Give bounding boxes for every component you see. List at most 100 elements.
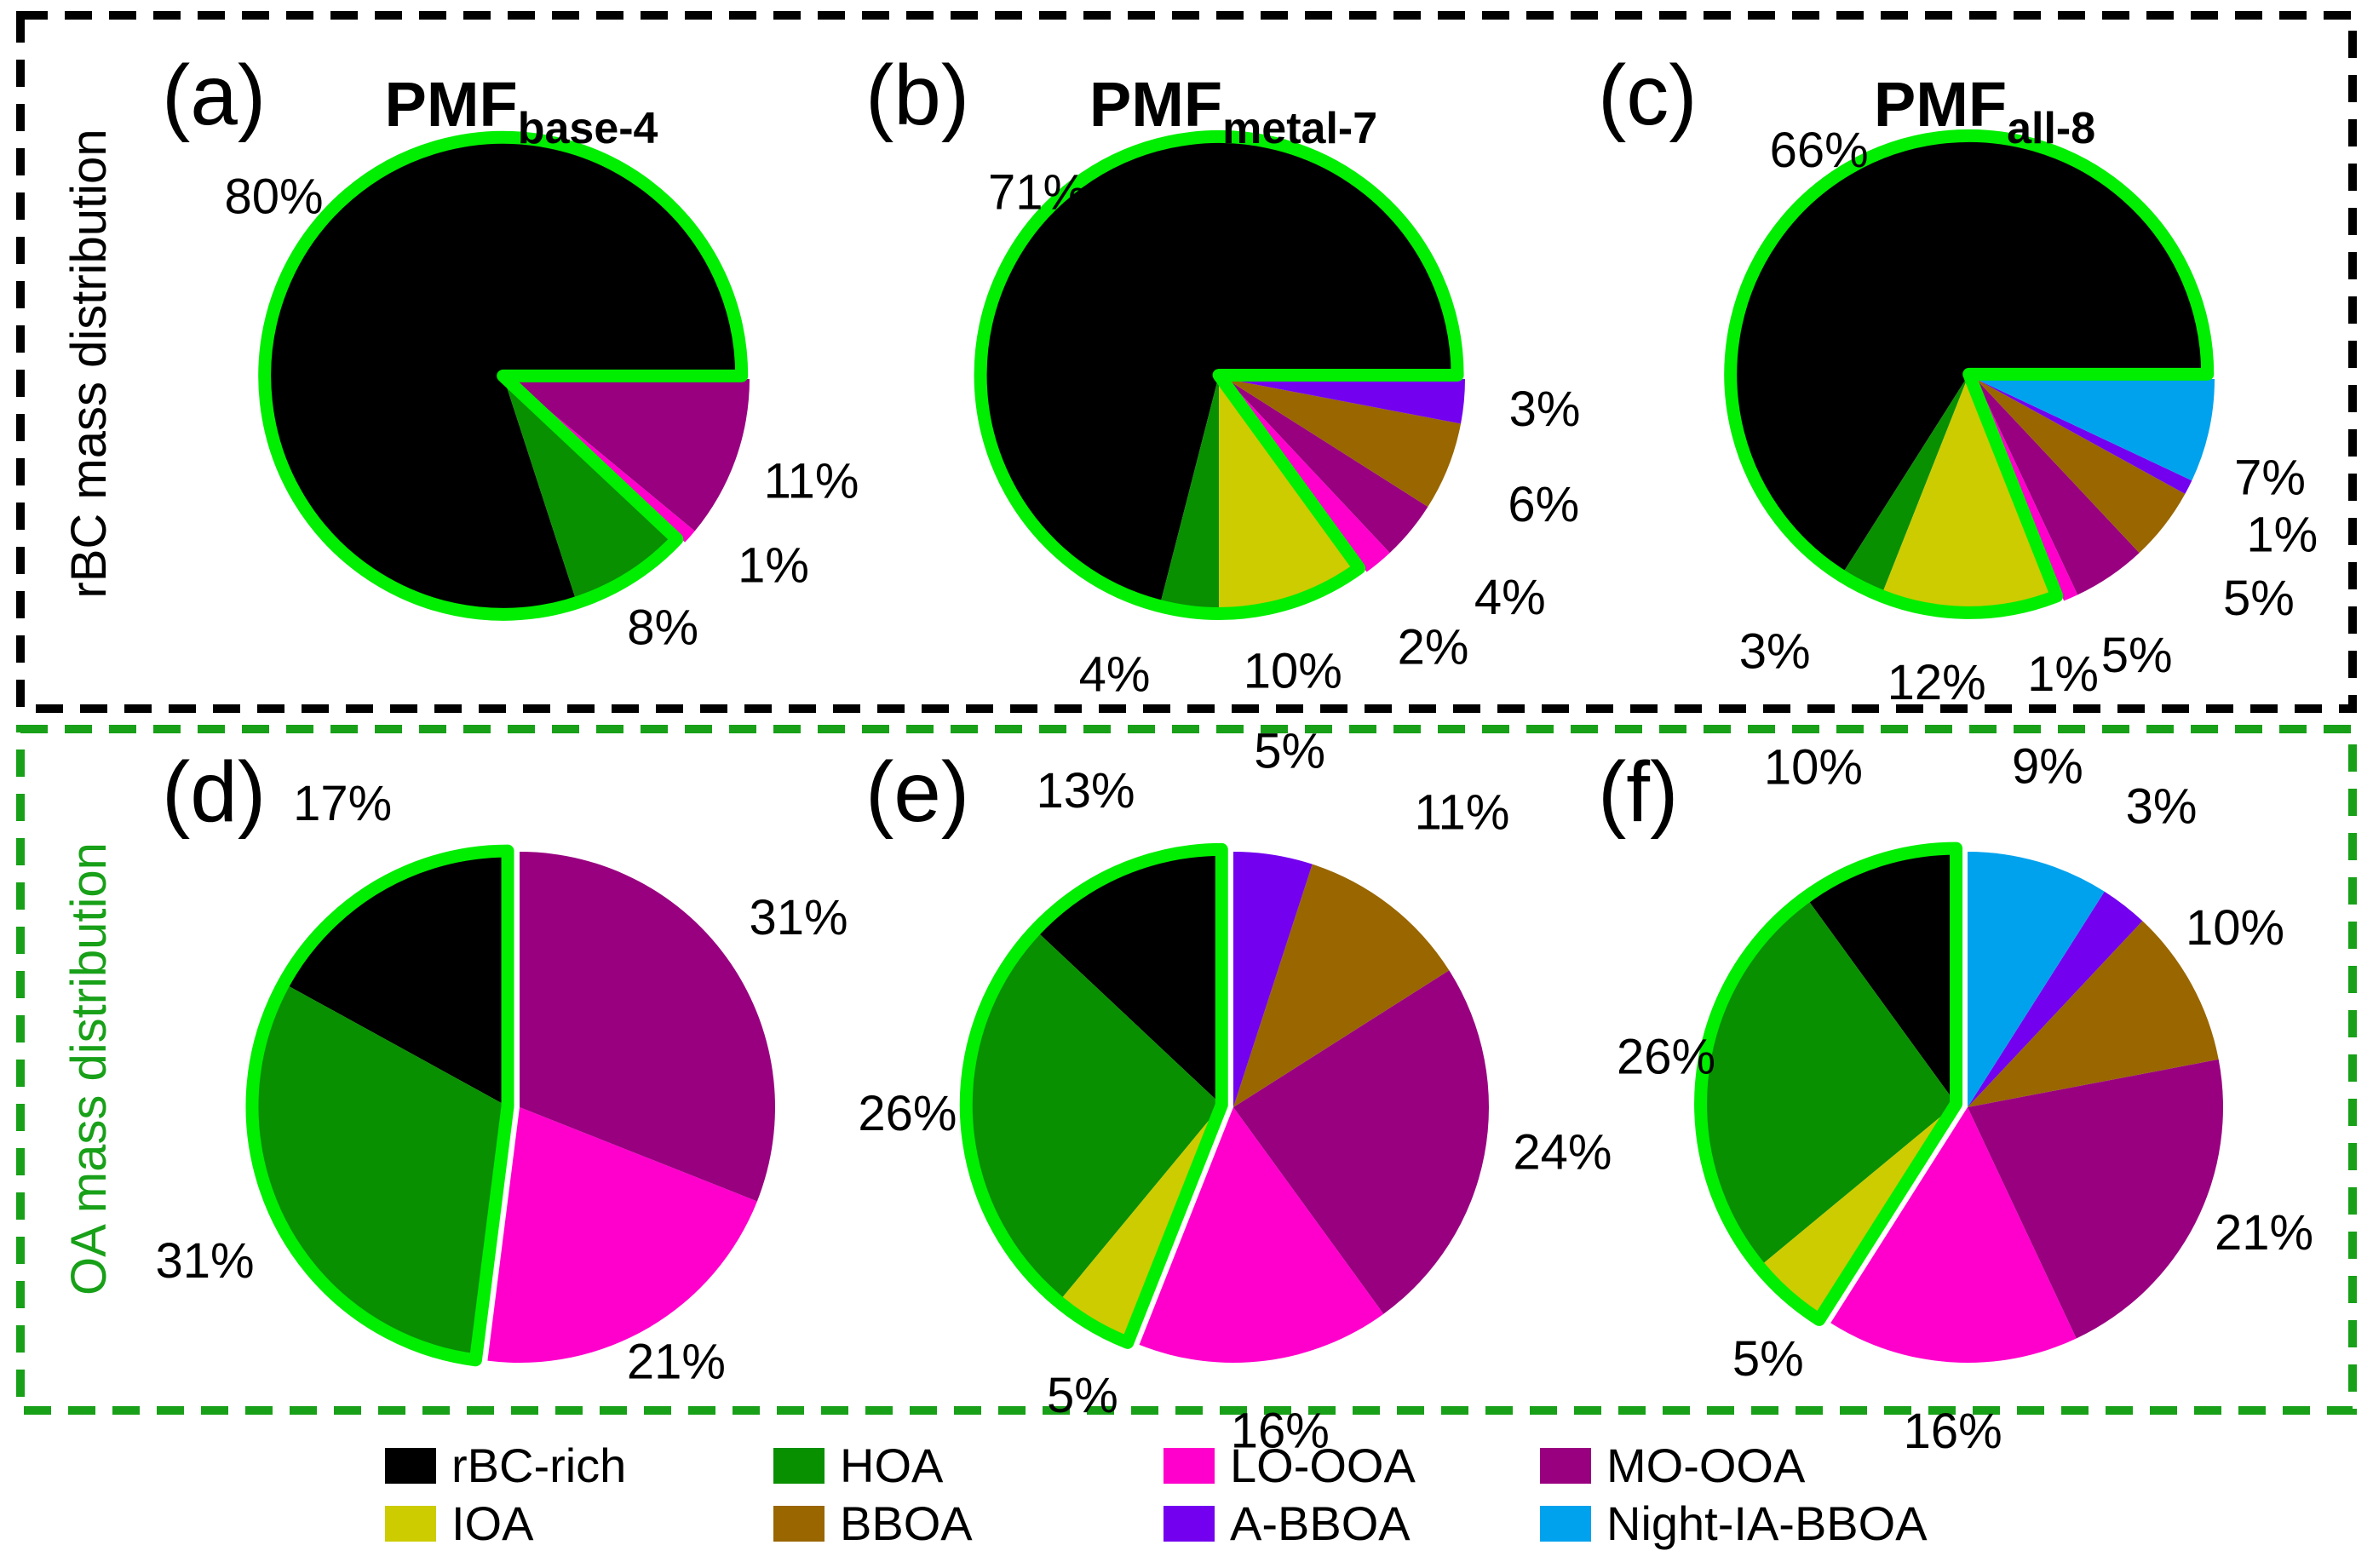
pie-c-pct-label-ioa: 12% <box>1887 655 1986 710</box>
pie-a-highlight-outline <box>258 130 749 621</box>
pie-e-pct-label-lo-ooa: 16% <box>1231 1404 1330 1459</box>
pie-b-slice-hoa <box>1159 375 1220 614</box>
pie-d-pct-label-rbc-rich: 17% <box>293 776 392 831</box>
pie-f-pct-label-rbc-rich: 10% <box>1764 740 1863 795</box>
panel-letter-d: (d) <box>162 744 267 840</box>
pie-title-main: PMF <box>384 69 518 140</box>
pie-f-pct-label-night-ia-bboa: 9% <box>2012 738 2083 794</box>
pie-b-slice-ioa <box>1219 375 1359 614</box>
pie-panel-d: 17% 31% 21% 31% <box>155 776 848 1390</box>
pie-title-subscript: metal-7 <box>1222 104 1378 153</box>
pie-e-slice-bboa <box>1233 864 1450 1107</box>
pie-e-slice-rbc-rich <box>1035 849 1222 1106</box>
pie-d-pct-label-mo-ooa: 31% <box>749 890 848 945</box>
panel-letter-f: (f) <box>1598 744 1679 840</box>
pie-b-slice-lo-ooa <box>1227 379 1390 572</box>
pie-f-pct-label-hoa: 26% <box>1617 1029 1715 1084</box>
pie-e-pct-label-ioa: 5% <box>1047 1368 1118 1423</box>
pie-a-pct-label-hoa: 8% <box>627 600 698 655</box>
pie-d-pct-label-lo-ooa: 21% <box>627 1335 726 1390</box>
pie-a-slice-hoa <box>503 376 677 603</box>
pie-c-slice-hoa <box>1841 374 1969 596</box>
pie-a-pct-label-rbc-rich: 80% <box>224 169 323 225</box>
pie-a-pct-label-mo-ooa: 11% <box>764 454 859 509</box>
pie-b-pct-label-rbc-rich: 71% <box>988 164 1087 220</box>
pie-c-pct-label-night-ia-bboa: 7% <box>2234 451 2306 506</box>
row-label-oa-mass-distribution: OA mass distribution <box>61 842 117 1295</box>
pie-c-pct-label-mo-ooa: 5% <box>2101 628 2173 683</box>
panel-letter-c: (c) <box>1598 48 1698 143</box>
pie-b-pct-label-ioa: 10% <box>1244 644 1342 699</box>
pie-e-slice-a-bboa <box>1233 852 1313 1107</box>
pie-title-all-8: PMFall-8 <box>1874 73 2095 152</box>
pie-title-subscript: base-4 <box>517 104 658 153</box>
pie-f-slice-rbc-rich <box>1806 848 1956 1105</box>
pie-panel-f: 10% 26% 5% 16% 21% 10% 3% 9% <box>1617 738 2313 1459</box>
pie-panel-b: 71%4% 10% 2%4%6%3% <box>974 129 1581 703</box>
pie-b-slice-a-bboa <box>1227 379 1465 424</box>
pie-c-highlight-outline <box>1724 129 2215 619</box>
pie-f-slice-a-bboa <box>1968 891 2143 1107</box>
oa-mass-distribution-box <box>16 725 2357 1415</box>
pie-c-slice-mo-ooa <box>1976 379 2140 595</box>
pie-f-slice-ioa <box>1759 1104 1956 1320</box>
pie-e-pct-label-rbc-rich: 13% <box>1037 763 1135 818</box>
pie-c-slice-a-bboa <box>1976 379 2192 494</box>
pie-c-pct-label-a-bboa: 1% <box>2246 508 2318 563</box>
pie-b-highlight-outline <box>974 129 1464 620</box>
pie-a-pct-label-lo-ooa: 1% <box>738 538 809 594</box>
pie-panel-e: 13% 26% 5% 16% 24% 11% 5% <box>858 724 1612 1459</box>
pie-f-pct-label-bboa: 10% <box>2186 900 2284 956</box>
pie-b-pct-label-hoa: 4% <box>1079 647 1151 703</box>
pie-f-highlight-outline <box>1694 841 1963 1326</box>
pie-a-slice-mo-ooa <box>511 379 750 531</box>
pie-b-pct-label-lo-ooa: 2% <box>1398 620 1469 675</box>
panel-letter-e: (e) <box>865 744 970 840</box>
pie-c-slice-lo-ooa <box>1976 379 2078 601</box>
pie-b-slice-bboa <box>1227 379 1462 508</box>
pie-f-pct-label-a-bboa: 3% <box>2126 779 2198 835</box>
pie-c-pct-label-bboa: 5% <box>2223 571 2295 626</box>
pie-title-base-4: PMFbase-4 <box>385 73 658 152</box>
pie-d-pct-label-hoa: 31% <box>155 1233 254 1289</box>
pie-title-metal-7: PMFmetal-7 <box>1089 73 1377 152</box>
pie-c-slice-ioa <box>1881 374 2057 613</box>
pie-f-pct-label-mo-ooa: 21% <box>2215 1205 2313 1261</box>
panel-letter-b: (b) <box>865 48 970 143</box>
panel-letter-a: (a) <box>162 48 267 143</box>
pie-b-pct-label-mo-ooa: 4% <box>1474 570 1546 625</box>
pie-f-slice-lo-ooa <box>1830 1107 2077 1364</box>
pie-b-pct-label-a-bboa: 3% <box>1509 382 1581 437</box>
pie-title-main: PMF <box>1089 69 1223 140</box>
pie-d-slice-lo-ooa <box>487 1107 757 1363</box>
pie-panel-c: 66%3%12% 1% 5%5%1%7% <box>1724 123 2318 710</box>
pie-panel-a: 80% 8% 1% 11% <box>224 130 859 655</box>
pie-d-highlight-outline <box>245 844 514 1367</box>
pie-c-pct-label-lo-ooa: 1% <box>2027 646 2099 702</box>
rbc-mass-distribution-box <box>16 11 2357 713</box>
row-label-rbc-mass-distribution: rBC mass distribution <box>61 129 117 599</box>
pie-e-slice-lo-ooa <box>1139 1107 1384 1364</box>
pie-c-slice-night-ia-bboa <box>1976 379 2215 481</box>
pie-d-slice-mo-ooa <box>520 852 775 1202</box>
pie-e-pct-label-mo-ooa: 24% <box>1513 1124 1612 1180</box>
pie-e-pct-label-bboa: 11% <box>1415 784 1510 840</box>
pie-f-slice-night-ia-bboa <box>1968 852 2105 1107</box>
pie-f-slice-hoa <box>1700 897 1956 1267</box>
pie-e-pct-label-hoa: 26% <box>858 1086 957 1141</box>
pie-c-slice-rbc-rich <box>1730 135 2208 576</box>
pie-c-pct-label-rbc-rich: 66% <box>1770 123 1869 178</box>
pie-c-pct-label-hoa: 3% <box>1739 624 1811 680</box>
pie-title-main: PMF <box>1873 69 2008 140</box>
pie-f-slice-mo-ooa <box>1968 1059 2224 1339</box>
pie-f-pct-label-ioa: 5% <box>1732 1331 1804 1387</box>
pie-e-pct-label-a-bboa: 5% <box>1254 724 1325 779</box>
pie-e-highlight-outline <box>959 842 1228 1349</box>
pie-b-pct-label-bboa: 6% <box>1508 477 1579 532</box>
pie-e-slice-mo-ooa <box>1233 970 1490 1314</box>
pie-f-slice-bboa <box>1968 921 2219 1107</box>
pie-c-slice-bboa <box>1976 379 2186 554</box>
pie-b-slice-mo-ooa <box>1227 379 1428 554</box>
